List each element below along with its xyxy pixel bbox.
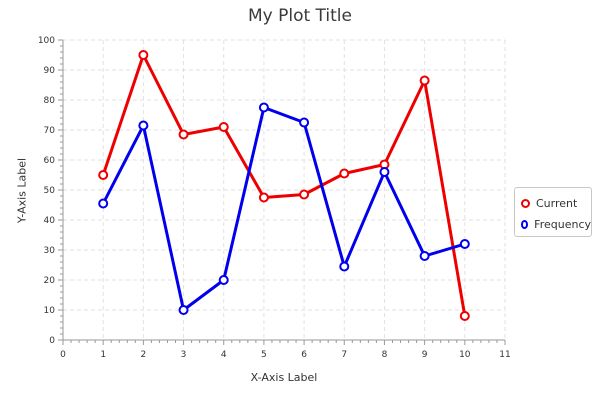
legend: Current Frequency xyxy=(514,187,592,237)
legend-marker-current xyxy=(521,199,530,208)
x-tick-label: 5 xyxy=(261,350,267,360)
data-point-current xyxy=(299,189,310,200)
x-tick-label: 8 xyxy=(382,350,388,360)
data-point-frequency xyxy=(419,251,430,261)
x-tick-label: 3 xyxy=(181,350,187,360)
series-line-frequency xyxy=(101,106,466,312)
data-point-frequency xyxy=(339,261,350,272)
y-tick-label: 40 xyxy=(44,216,56,226)
data-point-current xyxy=(138,50,149,60)
data-point-current xyxy=(218,122,229,132)
y-tick-label: 0 xyxy=(49,336,55,346)
y-axis-label: Y-Axis Label xyxy=(15,157,29,224)
data-point-current xyxy=(419,75,430,86)
x-tick-label: 0 xyxy=(60,350,66,360)
y-tick-label: 30 xyxy=(44,246,56,256)
x-tick-label: 1 xyxy=(100,350,106,360)
x-tick-label: 10 xyxy=(459,350,471,360)
x-tick-label: 6 xyxy=(301,350,307,360)
y-tick-label: 100 xyxy=(38,36,55,46)
data-point-frequency xyxy=(138,120,149,131)
data-point-frequency xyxy=(379,167,390,177)
y-tick-label: 80 xyxy=(44,96,56,106)
y-tick-label: 50 xyxy=(44,186,56,196)
x-tick-label: 7 xyxy=(341,350,347,360)
data-point-frequency xyxy=(459,239,470,249)
y-tick-label: 20 xyxy=(44,276,56,286)
y-tick-label: 60 xyxy=(44,156,56,166)
data-point-frequency xyxy=(98,198,109,209)
legend-label-current: Current xyxy=(536,197,578,210)
x-tick-label: 4 xyxy=(221,350,227,360)
x-tick-label: 2 xyxy=(140,350,146,360)
data-point-frequency xyxy=(299,117,310,128)
legend-label-frequency: Frequency xyxy=(534,218,591,231)
x-axis-label: X-Axis Label xyxy=(250,371,318,384)
data-point-current xyxy=(339,168,350,179)
data-point-frequency xyxy=(178,305,189,315)
data-point-current xyxy=(98,170,109,180)
legend-item-frequency: Frequency xyxy=(521,214,591,235)
data-point-frequency xyxy=(218,275,229,285)
data-point-frequency xyxy=(258,102,269,113)
y-tick-label: 10 xyxy=(44,306,56,316)
legend-marker-frequency xyxy=(521,220,529,229)
legend-item-current: Current xyxy=(521,193,591,214)
x-tick-label: 11 xyxy=(499,350,510,360)
chart-title: My Plot Title xyxy=(247,6,352,26)
y-tick-label: 70 xyxy=(44,126,56,136)
data-point-current xyxy=(459,311,470,321)
x-tick-label: 9 xyxy=(422,350,428,360)
data-point-current xyxy=(178,129,189,140)
series-line-current xyxy=(101,53,467,317)
y-tick-label: 90 xyxy=(44,66,56,76)
data-point-current xyxy=(258,192,269,203)
